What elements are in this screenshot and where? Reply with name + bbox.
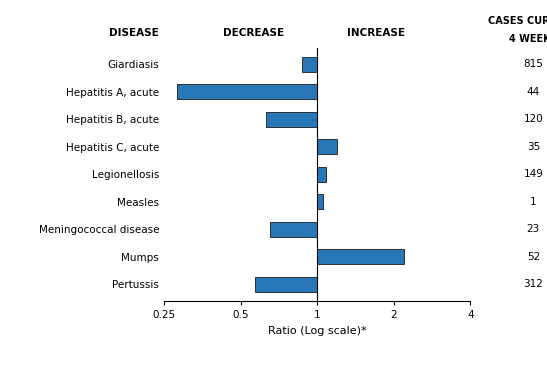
- Text: 815: 815: [523, 59, 543, 69]
- Text: 44: 44: [527, 87, 540, 97]
- Text: 35: 35: [527, 142, 540, 152]
- Text: 1: 1: [530, 197, 537, 207]
- Text: CASES CURRENT: CASES CURRENT: [488, 16, 547, 26]
- Text: 23: 23: [527, 224, 540, 235]
- Text: 149: 149: [523, 169, 543, 179]
- X-axis label: Ratio (Log scale)*: Ratio (Log scale)*: [268, 326, 366, 335]
- Bar: [266, 112, 317, 127]
- Bar: [317, 194, 323, 210]
- Bar: [255, 277, 317, 292]
- Bar: [317, 139, 337, 155]
- Bar: [302, 57, 317, 72]
- Bar: [317, 167, 326, 182]
- Text: 52: 52: [527, 252, 540, 262]
- Text: INCREASE: INCREASE: [347, 28, 405, 38]
- Bar: [317, 249, 404, 265]
- Text: 312: 312: [523, 279, 543, 290]
- Bar: [270, 222, 317, 237]
- Text: 120: 120: [523, 114, 543, 124]
- Text: DECREASE: DECREASE: [223, 28, 284, 38]
- Text: 4 WEEKS: 4 WEEKS: [509, 34, 547, 44]
- Bar: [177, 84, 317, 99]
- Text: DISEASE: DISEASE: [109, 28, 159, 38]
